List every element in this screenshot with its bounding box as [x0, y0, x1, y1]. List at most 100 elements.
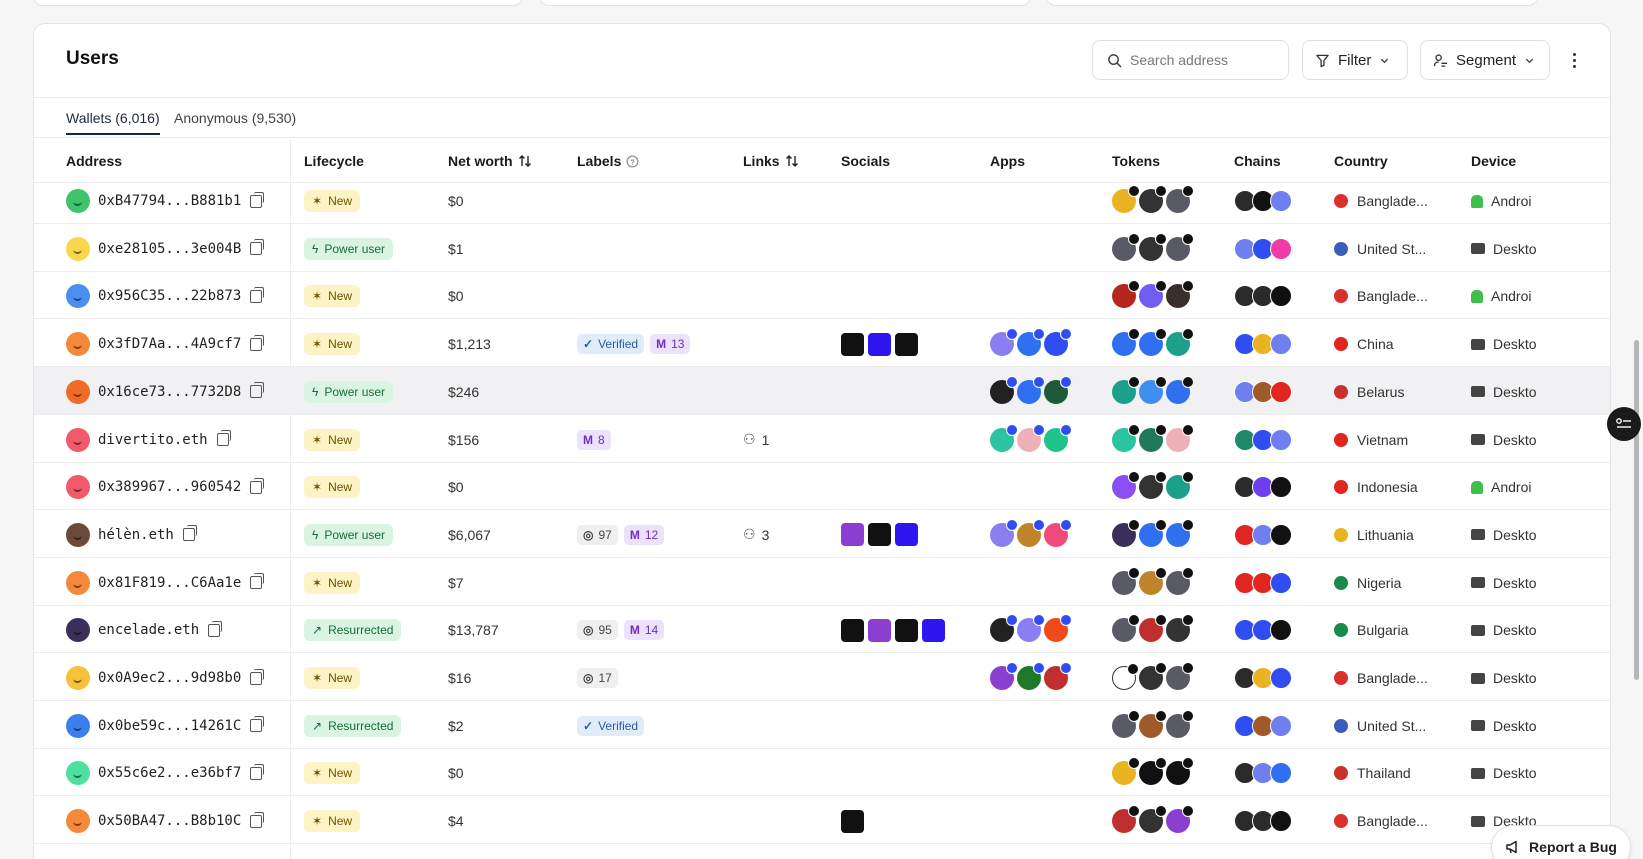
token-icon[interactable]: [1166, 614, 1194, 643]
wallet-address[interactable]: 0xe28105...3e004B: [98, 240, 242, 257]
column-header-net-worth[interactable]: Net worth: [448, 153, 532, 169]
chain-icon[interactable]: [1270, 619, 1292, 642]
chain-icon[interactable]: [1270, 667, 1292, 689]
column-header-tokens[interactable]: Tokens: [1112, 153, 1160, 169]
token-icon[interactable]: [1112, 614, 1140, 643]
chain-icon[interactable]: [1270, 285, 1292, 308]
token-icon[interactable]: [1112, 232, 1140, 261]
column-header-chains[interactable]: Chains: [1234, 153, 1281, 169]
app-icon[interactable]: [1044, 328, 1072, 357]
wallet-address[interactable]: 0x81F819...C6Aa1e: [98, 574, 242, 591]
token-icon[interactable]: [1112, 185, 1140, 213]
table-row[interactable]: 0xB47794...B881b1 ✶ New $0 Banglade... Androi: [34, 176, 1610, 224]
wallet-address[interactable]: 0xB47794...B881b1: [98, 193, 242, 209]
social-icon[interactable]: [868, 618, 891, 642]
table-row[interactable]: 0x389967...960542 ✶ New $0 Indonesia Androi: [34, 462, 1610, 511]
token-icon[interactable]: [1166, 757, 1194, 786]
token-icon[interactable]: [1112, 663, 1139, 690]
chain-icon[interactable]: [1270, 190, 1292, 212]
column-header-links[interactable]: Links: [743, 153, 799, 169]
table-row[interactable]: 0xe28105...3e004B ϟ Power user $1 United St.…: [34, 224, 1610, 272]
chain-icon[interactable]: [1270, 333, 1292, 356]
column-header-apps[interactable]: Apps: [990, 153, 1025, 169]
token-icon[interactable]: [1112, 423, 1140, 452]
wallet-address[interactable]: 0x0A9ec2...9d98b0: [98, 670, 242, 686]
token-icon[interactable]: [1166, 328, 1194, 357]
copy-icon[interactable]: [250, 668, 265, 685]
app-icon[interactable]: [1044, 614, 1072, 643]
wallet-address[interactable]: divertito.eth: [98, 431, 208, 448]
tab-anonymous[interactable]: Anonymous (9,530): [174, 110, 297, 126]
token-icon[interactable]: [1139, 757, 1167, 786]
filter-button[interactable]: Filter: [1302, 40, 1408, 80]
token-icon[interactable]: [1112, 471, 1140, 500]
table-row[interactable]: encelade.eth ↗ Resurrected $13,787 ◎ 95 M 14 Bul…: [34, 605, 1610, 654]
chain-icon[interactable]: [1270, 714, 1292, 737]
app-icon[interactable]: [1017, 614, 1045, 643]
more-options-icon[interactable]: [1562, 46, 1586, 74]
app-icon[interactable]: [1017, 328, 1045, 357]
column-header-device[interactable]: Device: [1471, 153, 1517, 169]
social-icon[interactable]: [841, 332, 864, 356]
social-icon[interactable]: [841, 618, 864, 642]
scrollbar[interactable]: [1634, 340, 1639, 680]
floating-toggle-button[interactable]: [1607, 407, 1641, 441]
token-icon[interactable]: [1139, 709, 1167, 738]
token-icon[interactable]: [1112, 757, 1140, 786]
wallet-address[interactable]: 0x3fD7Aa...4A9cf7: [98, 336, 242, 353]
table-row[interactable]: 0x50BA47...B8b10C ✶ New $4 Banglade... Deskto: [34, 796, 1610, 845]
social-icon[interactable]: [895, 618, 918, 642]
table-row[interactable]: divertito.eth ✶ New $156 M 8 ⚇ 1 Vietnam Deskto: [34, 415, 1610, 463]
column-header-country[interactable]: Country: [1334, 153, 1388, 169]
chain-icon[interactable]: [1270, 571, 1292, 594]
token-icon[interactable]: [1139, 232, 1167, 261]
token-icon[interactable]: [1112, 328, 1140, 357]
token-icon[interactable]: [1139, 614, 1167, 643]
token-icon[interactable]: [1112, 805, 1140, 834]
table-row[interactable]: 0x55c6e2...e36bf7 ✶ New $0 Thailand Deskto: [34, 748, 1610, 797]
wallet-address[interactable]: 0x16ce73...7732D8: [98, 383, 242, 400]
token-icon[interactable]: [1166, 185, 1194, 213]
token-icon[interactable]: [1139, 471, 1167, 500]
copy-icon[interactable]: [216, 430, 231, 446]
token-icon[interactable]: [1112, 280, 1140, 309]
token-icon[interactable]: [1139, 566, 1167, 595]
table-row[interactable]: 0x16ce73...7732D8 ϟ Power user $246 Belarus D…: [34, 366, 1610, 415]
copy-icon[interactable]: [250, 763, 265, 780]
token-icon[interactable]: [1166, 280, 1194, 309]
help-icon[interactable]: ?: [626, 155, 639, 168]
tab-wallets[interactable]: Wallets (6,016): [66, 110, 160, 135]
search-input[interactable]: [1130, 52, 1280, 68]
chain-icon[interactable]: [1270, 810, 1292, 833]
copy-icon[interactable]: [182, 525, 197, 542]
social-icon[interactable]: [895, 523, 918, 547]
copy-icon[interactable]: [250, 334, 265, 351]
token-icon[interactable]: [1166, 518, 1194, 547]
app-icon[interactable]: [1017, 662, 1045, 690]
app-icon[interactable]: [1017, 375, 1045, 404]
table-row[interactable]: 0x3fD7Aa...4A9cf7 ✶ New $1,213 ✓ Verified M 13 C…: [34, 319, 1610, 368]
social-icon[interactable]: [841, 809, 864, 833]
social-icon[interactable]: [868, 332, 891, 356]
table-row[interactable]: 0x81F819...C6Aa1e ✶ New $7 Nigeria Deskto: [34, 558, 1610, 606]
wallet-address[interactable]: 0x389967...960542: [98, 479, 242, 496]
copy-icon[interactable]: [250, 382, 265, 399]
report-bug-button[interactable]: Report a Bug: [1491, 825, 1631, 859]
token-icon[interactable]: [1166, 566, 1194, 595]
token-icon[interactable]: [1139, 280, 1167, 309]
chain-icon[interactable]: [1270, 762, 1292, 785]
token-icon[interactable]: [1139, 805, 1167, 834]
social-icon[interactable]: [868, 523, 891, 547]
token-icon[interactable]: [1166, 423, 1194, 452]
column-header-socials[interactable]: Socials: [841, 153, 891, 169]
copy-icon[interactable]: [250, 286, 265, 303]
wallet-address[interactable]: 0x55c6e2...e36bf7: [98, 765, 242, 782]
app-icon[interactable]: [1017, 423, 1045, 452]
token-icon[interactable]: [1139, 423, 1167, 452]
app-icon[interactable]: [1044, 518, 1072, 547]
wallet-address[interactable]: 0x956C35...22b873: [98, 288, 242, 305]
wallet-address[interactable]: 0x50BA47...B8b10C: [98, 813, 242, 830]
copy-icon[interactable]: [208, 620, 223, 637]
column-header-address[interactable]: Address: [66, 153, 123, 169]
chain-icon[interactable]: [1270, 428, 1292, 451]
